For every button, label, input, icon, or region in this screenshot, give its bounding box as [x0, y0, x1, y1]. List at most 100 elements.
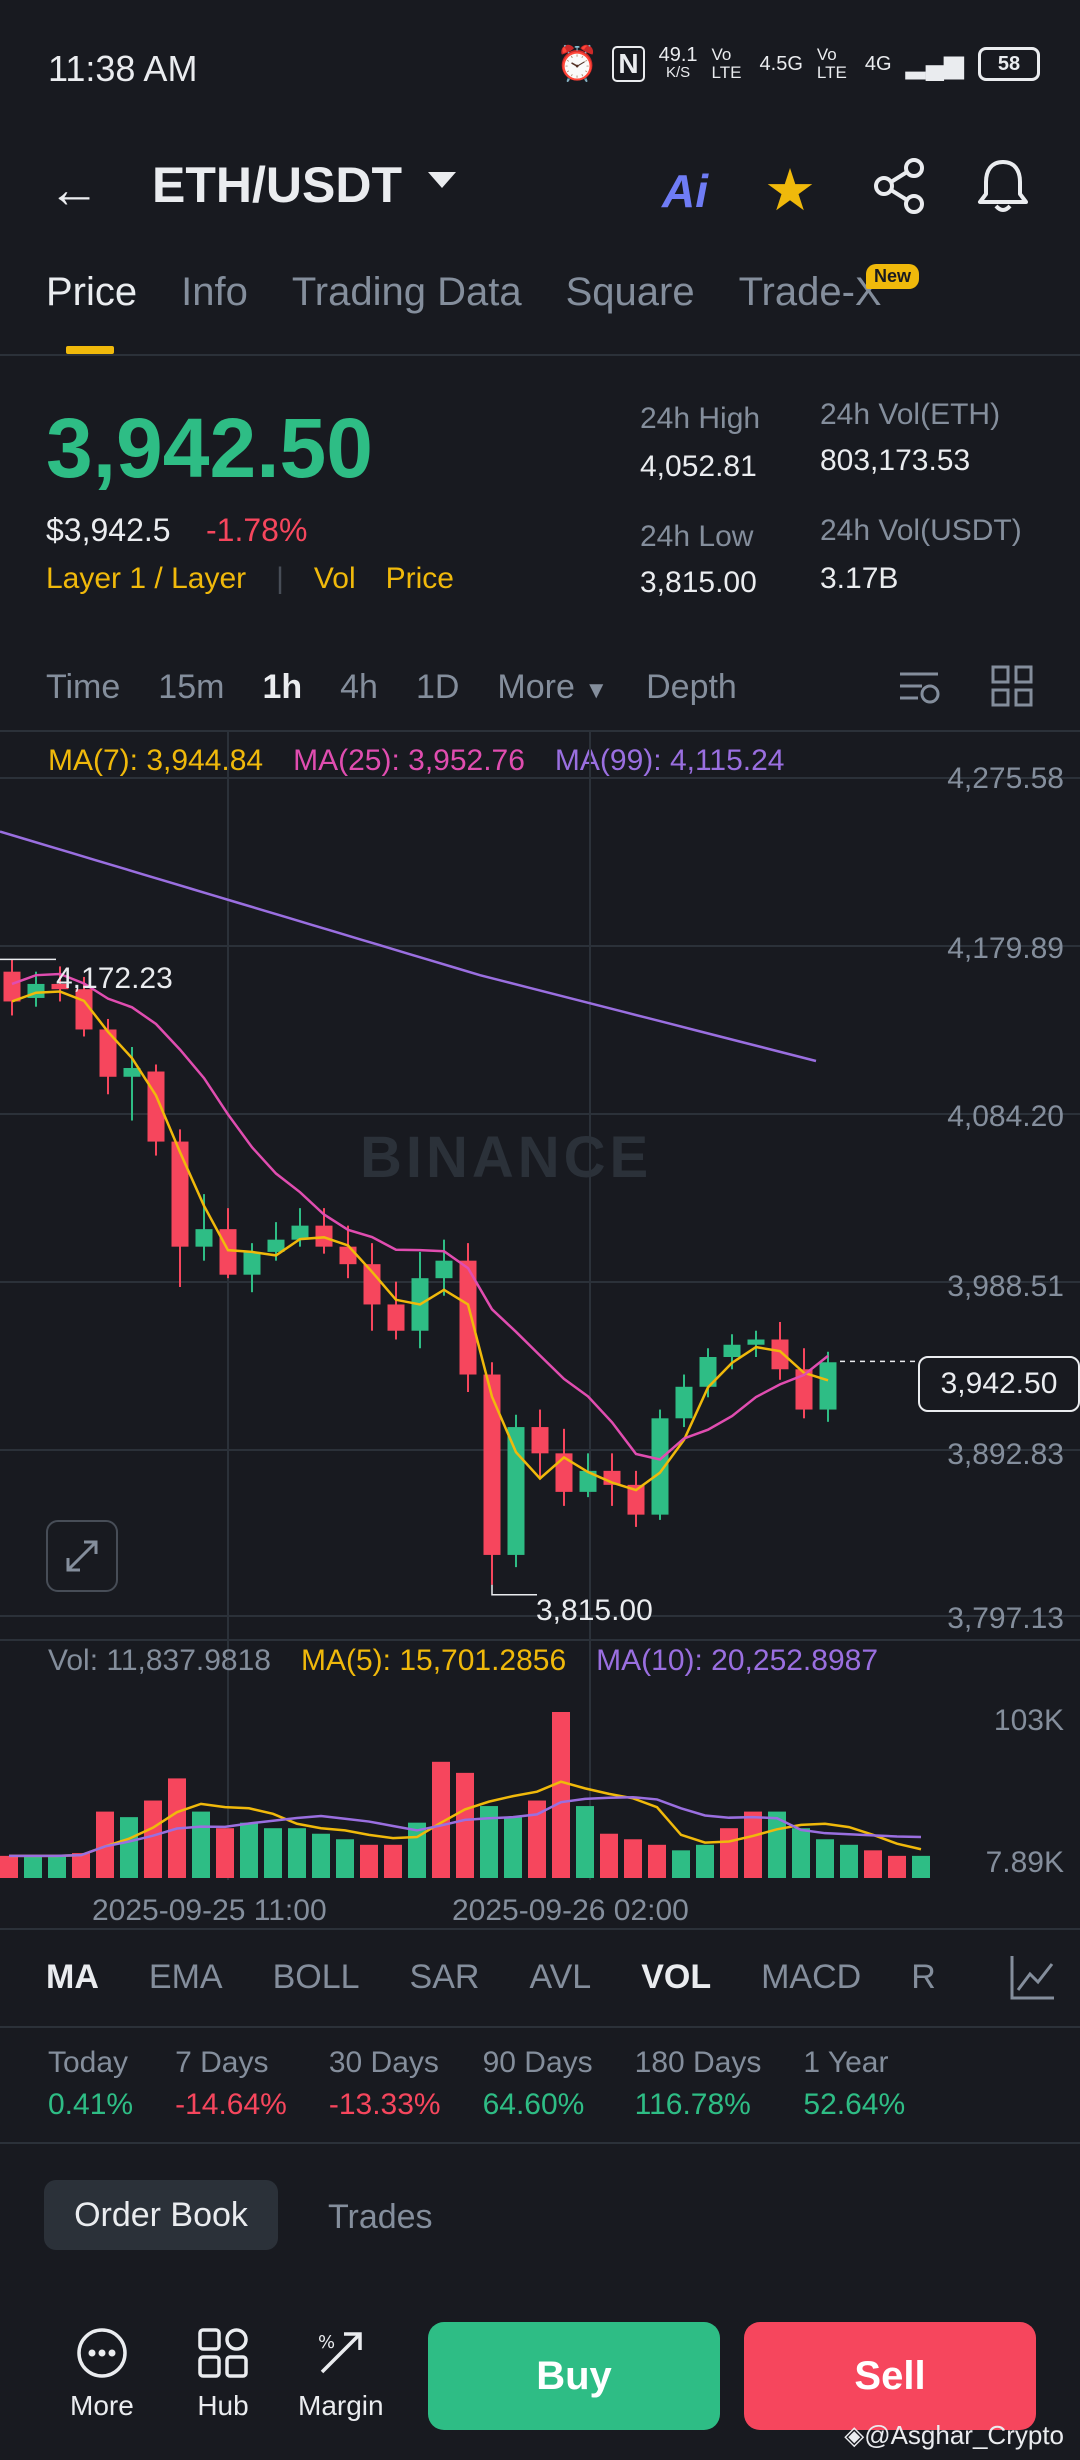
credit-watermark: ◈@Asghar_Crypto	[844, 2420, 1064, 2450]
volume-bar	[48, 1855, 66, 1878]
star-icon[interactable]: ★	[764, 158, 816, 223]
nfc-icon: N	[612, 46, 645, 82]
low-label: 24h Low	[640, 520, 754, 553]
candle-body	[171, 1141, 189, 1247]
volume-bar	[144, 1800, 162, 1878]
layout-grid-icon[interactable]	[990, 664, 1034, 708]
chart-settings-icon[interactable]	[896, 664, 942, 710]
tf-time[interactable]: Time	[46, 668, 121, 706]
main-tabs: Price Info Trading Data Square Trade-X	[46, 270, 882, 315]
volume-bar	[96, 1811, 114, 1878]
candle-body	[243, 1251, 261, 1275]
ma7-line	[11, 990, 829, 1492]
nav-hub[interactable]: Hub	[196, 2326, 250, 2422]
volume-bar	[312, 1833, 330, 1878]
ind-vol[interactable]: VOL	[641, 1958, 712, 1996]
candle-body	[555, 1453, 573, 1492]
candle-body	[675, 1386, 693, 1419]
share-icon[interactable]	[872, 158, 928, 214]
perf-divider-top	[0, 2026, 1080, 2028]
tab-square[interactable]: Square	[565, 270, 695, 314]
volume-bar	[72, 1853, 90, 1878]
tag-price[interactable]: Price	[385, 562, 454, 595]
tabs-divider	[0, 354, 1080, 356]
performance-row: Today 0.41% 7 Days -14.64% 30 Days -13.3…	[48, 2046, 905, 2122]
tab-trade-x[interactable]: Trade-X	[738, 270, 882, 314]
candle-body	[723, 1344, 741, 1358]
candle-body	[195, 1229, 213, 1247]
ind-macd[interactable]: MACD	[761, 1958, 862, 1996]
price-chart[interactable]	[0, 730, 1080, 1930]
ind-ma[interactable]: MA	[46, 1958, 99, 1996]
volume-bar	[384, 1844, 402, 1878]
volume-bar	[360, 1844, 378, 1878]
candle-body	[699, 1357, 717, 1387]
tag-layer[interactable]: Layer 1 / Layer	[46, 562, 247, 595]
trades-tab[interactable]: Trades	[328, 2198, 433, 2236]
ai-icon[interactable]: Ai	[662, 165, 708, 217]
tab-price[interactable]: Price	[46, 270, 138, 314]
perf-label: 180 Days	[634, 2046, 762, 2079]
indicator-divider	[0, 1928, 1080, 1930]
candle-body	[291, 1225, 309, 1240]
candle-body	[3, 971, 21, 1002]
tf-1h[interactable]: 1h	[262, 668, 303, 706]
candle-body	[267, 1239, 285, 1252]
indicator-tabs: MA EMA BOLL SAR AVL VOL MACD R	[46, 1958, 936, 1997]
perf-label: 90 Days	[482, 2046, 593, 2079]
tf-more[interactable]: More ▼	[497, 668, 608, 707]
back-arrow-icon[interactable]: ←	[48, 161, 100, 219]
volume-bar	[264, 1828, 282, 1878]
candle-body	[387, 1304, 405, 1331]
candle-body	[771, 1339, 789, 1370]
candle-body	[747, 1339, 765, 1345]
expand-chart-button[interactable]	[46, 1520, 118, 1592]
volume-bar	[672, 1850, 690, 1878]
candle-body	[123, 1068, 141, 1077]
volume-bar	[456, 1772, 474, 1878]
status-bar: 11:38 AM ⏰ N 49.1 K/S Vo LTE 4.5G Vo LTE…	[0, 0, 1080, 130]
tf-15m[interactable]: 15m	[158, 668, 225, 706]
pair-dropdown-icon[interactable]	[428, 172, 456, 188]
perf-label: 30 Days	[328, 2046, 439, 2079]
volume-bar	[480, 1806, 498, 1878]
candle-body	[51, 983, 69, 990]
net-speed: 49.1 K/S	[658, 44, 698, 82]
perf-7d: 7 Days -14.64%	[175, 2046, 287, 2122]
order-book-tab[interactable]: Order Book	[44, 2180, 278, 2250]
y-tick-3: 4,084.20	[947, 1100, 1064, 1133]
volume-bar	[0, 1855, 18, 1878]
vol-y-tick-2: 7.89K	[985, 1846, 1064, 1879]
tf-depth[interactable]: Depth	[646, 668, 737, 706]
bell-icon[interactable]	[974, 156, 1032, 216]
volume-bar	[288, 1828, 306, 1878]
nav-margin[interactable]: % Margin	[298, 2326, 384, 2422]
vol-ma10-line	[9, 1795, 922, 1858]
tf-1d[interactable]: 1D	[415, 668, 460, 706]
pair-title[interactable]: ETH/USDT	[152, 157, 402, 213]
ind-sar[interactable]: SAR	[409, 1958, 480, 1996]
tab-info[interactable]: Info	[181, 270, 248, 314]
x-tick-2: 2025-09-26 02:00	[452, 1894, 689, 1927]
tf-4h[interactable]: 4h	[340, 668, 378, 706]
buy-button[interactable]: Buy	[428, 2322, 720, 2430]
network-1: 4.5G	[759, 52, 803, 75]
indicator-settings-icon[interactable]	[1008, 1952, 1058, 2002]
usd-price: $3,942.5	[46, 512, 171, 548]
ind-avl[interactable]: AVL	[529, 1958, 592, 1996]
net-speed-value: 49.1	[658, 44, 698, 66]
sell-button[interactable]: Sell	[744, 2322, 1036, 2430]
ind-r[interactable]: R	[911, 1958, 936, 1996]
high-value: 4,052.81	[640, 450, 757, 483]
volume-bar	[624, 1839, 642, 1878]
candle-body	[99, 1029, 117, 1077]
nav-hub-label: Hub	[197, 2390, 249, 2421]
nav-more[interactable]: More	[70, 2326, 134, 2422]
ind-boll[interactable]: BOLL	[272, 1958, 360, 1996]
perf-90d: 90 Days 64.60%	[483, 2046, 593, 2122]
ind-ema[interactable]: EMA	[148, 1958, 223, 1996]
candle-body	[627, 1484, 645, 1515]
candle-body	[459, 1260, 477, 1375]
tag-vol[interactable]: Vol	[313, 562, 356, 595]
tab-trading-data[interactable]: Trading Data	[291, 270, 522, 314]
